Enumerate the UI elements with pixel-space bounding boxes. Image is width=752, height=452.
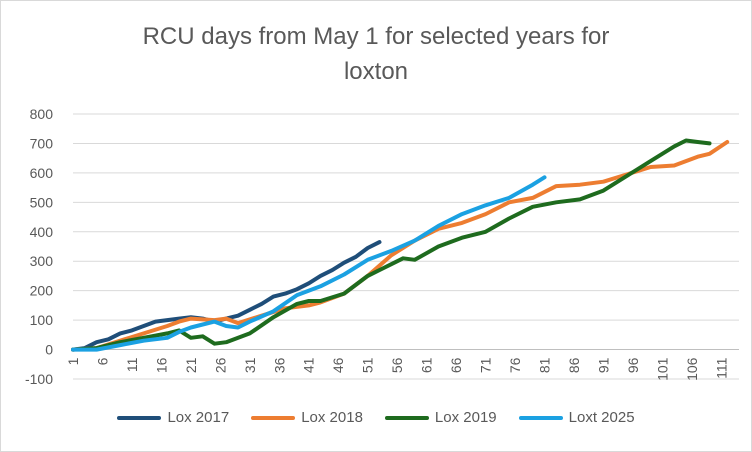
x-tick-label: 111	[713, 357, 729, 378]
x-tick-label: 76	[507, 357, 523, 373]
series-line-1	[71, 140, 730, 352]
legend-item: Loxt 2025	[518, 409, 635, 426]
x-tick-label: 21	[183, 357, 199, 373]
y-tick-label: -100	[25, 371, 53, 387]
chart-title-line-2: loxton	[343, 58, 409, 85]
legend-item: Lox 2019	[384, 409, 497, 426]
y-tick-label: 800	[30, 106, 54, 122]
x-tick-label: 31	[242, 357, 258, 373]
series-line-2	[71, 138, 712, 352]
x-tick-label: 91	[595, 357, 611, 373]
x-tick-label: 16	[153, 357, 169, 373]
legend-label: Lox 2019	[434, 409, 497, 426]
chart-title: RCU days from May 1 for selected years f…	[1, 19, 751, 89]
legend-swatch	[251, 415, 296, 420]
x-tick-label: 51	[360, 357, 376, 373]
x-tick-label: 96	[625, 357, 641, 373]
y-tick-label: 500	[30, 194, 54, 210]
legend: Lox 2017 Lox 2018 Lox 2019 Loxt 2025	[1, 409, 751, 426]
y-tick-label: 100	[30, 312, 54, 328]
y-tick-label: 0	[45, 342, 53, 358]
series-line-3	[71, 175, 547, 352]
x-tick-label: 26	[212, 357, 228, 373]
legend-item: Lox 2018	[251, 409, 363, 426]
legend-swatch	[518, 415, 563, 420]
x-tick-label: 1	[65, 357, 81, 365]
legend-swatch	[117, 415, 162, 420]
legend-label: Lox 2017	[167, 409, 230, 426]
x-tick-label: 6	[94, 357, 110, 365]
legend-item: Lox 2017	[117, 409, 229, 426]
legend-label: Loxt 2025	[568, 409, 635, 426]
y-tick-label: 400	[30, 224, 54, 240]
x-tick-label: 71	[478, 357, 494, 373]
legend-swatch	[384, 415, 429, 420]
x-tick-label: 86	[566, 357, 582, 373]
chart-title-line-1: RCU days from May 1 for selected years f…	[142, 23, 610, 50]
legend-label: Lox 2018	[301, 409, 363, 426]
y-tick-label: 600	[30, 165, 54, 181]
x-tick-label: 61	[419, 357, 435, 373]
x-tick-label: 101	[654, 357, 670, 381]
x-tick-label: 11	[124, 357, 140, 372]
x-tick-label: 41	[301, 357, 317, 373]
x-tick-label: 56	[389, 357, 405, 373]
series-lines	[71, 138, 730, 352]
x-tick-label: 106	[684, 357, 700, 381]
y-tick-label: 700	[30, 135, 54, 151]
x-tick-label: 81	[537, 357, 553, 373]
y-tick-label: 300	[30, 253, 54, 269]
x-tick-label: 46	[330, 357, 346, 373]
y-tick-label: 200	[30, 283, 54, 299]
x-tick-label: 66	[448, 357, 464, 373]
x-tick-label: 36	[271, 357, 287, 373]
